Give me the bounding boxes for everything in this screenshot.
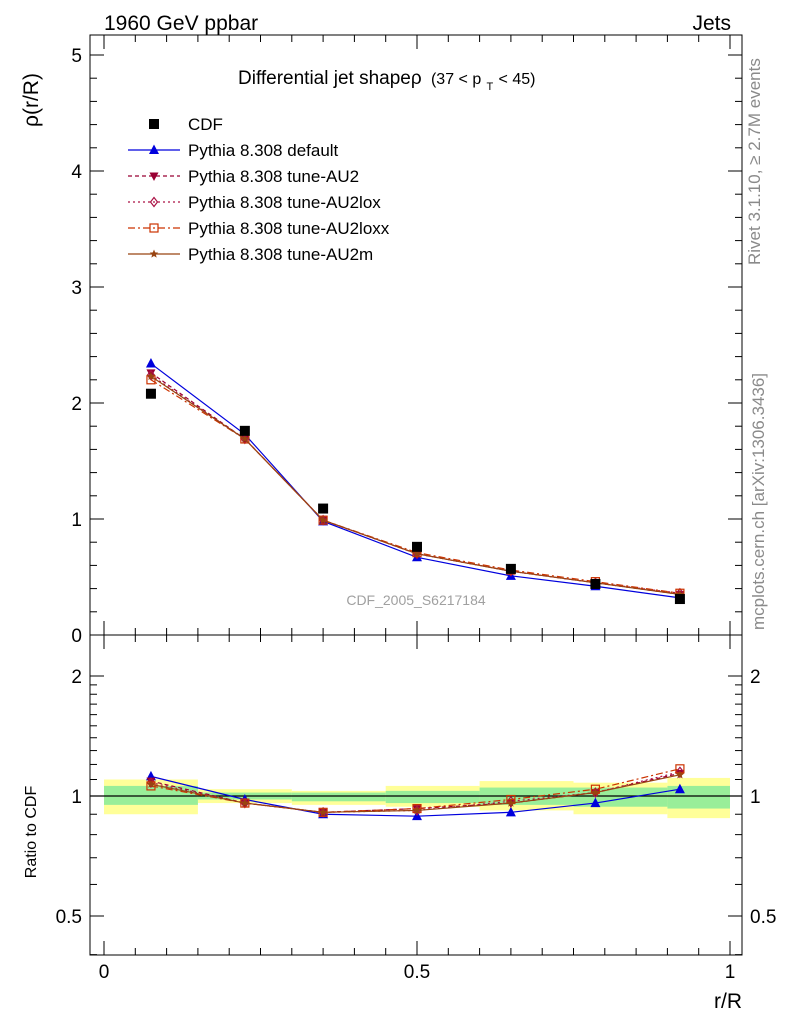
series-5-ratio-point-4 [506, 798, 516, 807]
x-tick-label-1: 0.5 [404, 962, 430, 983]
series-5-ratio-point-6 [675, 770, 685, 779]
series-4-ratio-point-3 [412, 803, 422, 814]
series-1-ratio-point-5 [590, 797, 601, 808]
header-energy: 1960 GeV ppbar [104, 12, 258, 35]
series-5-point-1 [240, 434, 250, 443]
chart-title-sub: T [487, 81, 494, 93]
legend-item-5: Pythia 8.308 tune-AU2m [128, 245, 373, 264]
legend-label-3: Pythia 8.308 tune-AU2lox [188, 193, 381, 212]
series-5-line [150, 375, 681, 595]
main-series-lines [145, 358, 685, 605]
legend: CDF Pythia 8.308 default Pythia 8.308 tune… [128, 115, 390, 264]
x-tick-label-0: 0 [99, 962, 110, 983]
y-tick-label-1: 1 [71, 510, 82, 531]
series-3-point-0 [146, 369, 156, 381]
band-green-3 [385, 790, 480, 804]
ratio-series-lines [145, 764, 685, 821]
chart-title-range: (37 < p [431, 71, 481, 88]
series-5-ratio-point-0 [146, 779, 156, 788]
chart-title: Differential jet shapeρ (37 < p T < 45) [238, 68, 535, 95]
legend-item-1: Pythia 8.308 default [128, 141, 339, 160]
y-tick-label-5: 5 [71, 46, 82, 67]
legend-item-0: CDF [149, 115, 223, 134]
chart-title-main: Differential jet shapeρ [238, 68, 422, 89]
ratio-tick-label-1: 1 [71, 787, 82, 808]
legend-marker-4 [149, 223, 159, 233]
legend-label-1: Pythia 8.308 default [188, 141, 339, 160]
legend-label-4: Pythia 8.308 tune-AU2loxx [188, 219, 390, 238]
chart-title-range-end: < 45) [499, 71, 536, 88]
series-0-point-2 [318, 503, 329, 514]
legend-marker-5 [149, 249, 159, 258]
series-5-ratio-point-5 [591, 788, 600, 797]
series-5-point-2 [318, 515, 328, 524]
series-0-point-4 [505, 563, 516, 574]
legend-item-2: Pythia 8.308 tune-AU2 [128, 167, 359, 186]
series-3-ratio-point-0 [146, 777, 156, 789]
ratio-right-tick-label-2: 2 [750, 667, 761, 688]
series-5-ratio-point-1 [240, 798, 250, 807]
y-tick-label-0: 0 [71, 626, 82, 647]
rivet-label: Rivet 3.1.10, ≥ 2.7M events [745, 58, 764, 265]
header-process: Jets [692, 12, 731, 35]
series-0-point-1 [239, 425, 250, 436]
series-0-point-0 [145, 388, 156, 399]
ratio-y-axis-label: Ratio to CDF [23, 786, 40, 879]
legend-item-3: Pythia 8.308 tune-AU2lox [128, 193, 381, 212]
legend-marker-0 [149, 119, 159, 129]
legend-marker-2 [149, 172, 159, 181]
axis-tick-labels: 0 0.5 1 0 1 2 3 4 5 0.5 0.5 1 1 2 2 [56, 46, 777, 983]
legend-label-5: Pythia 8.308 tune-AU2m [188, 245, 373, 264]
legend-item-4: Pythia 8.308 tune-AU2loxx [128, 219, 390, 238]
y-tick-label-2: 2 [71, 394, 82, 415]
series-1-line [150, 363, 681, 599]
x-tick-label-2: 1 [725, 962, 736, 983]
analysis-watermark: CDF_2005_S6217184 [346, 592, 486, 608]
series-5-ratio-point-3 [412, 805, 422, 815]
ratio-right-tick-label-0: 0.5 [750, 907, 776, 928]
legend-label-0: CDF [188, 115, 223, 134]
mcplots-label: mcplots.cern.ch [arXiv:1306.3436] [749, 373, 768, 630]
band-green-2 [291, 792, 386, 802]
series-0-point-3 [412, 541, 422, 552]
legend-marker-1 [149, 144, 159, 154]
x-axis-label: r/R [714, 990, 742, 1013]
series-5-point-3 [412, 549, 422, 558]
series-5-point-0 [146, 371, 156, 380]
ratio-tick-label-0: 0.5 [56, 907, 82, 928]
band-green-0 [104, 785, 198, 805]
series-0-point-6 [674, 594, 685, 605]
legend-label-2: Pythia 8.308 tune-AU2 [188, 167, 359, 186]
legend-marker-3 [149, 196, 159, 208]
ratio-plot-frame [89, 634, 743, 956]
series-0-point-5 [590, 578, 601, 589]
y-tick-label-3: 3 [71, 278, 82, 299]
ratio-right-tick-label-1: 1 [750, 787, 761, 808]
series-1-ratio-point-4 [505, 806, 516, 817]
y-axis-label: ρ(r/R) [20, 73, 43, 127]
series-1-ratio-point-6 [674, 783, 685, 794]
axis-ticks [90, 35, 742, 956]
y-tick-label-4: 4 [71, 162, 82, 183]
ratio-tick-label-2: 2 [71, 667, 82, 688]
series-1-point-0 [145, 358, 156, 368]
series-5-ratio-point-2 [318, 807, 328, 816]
